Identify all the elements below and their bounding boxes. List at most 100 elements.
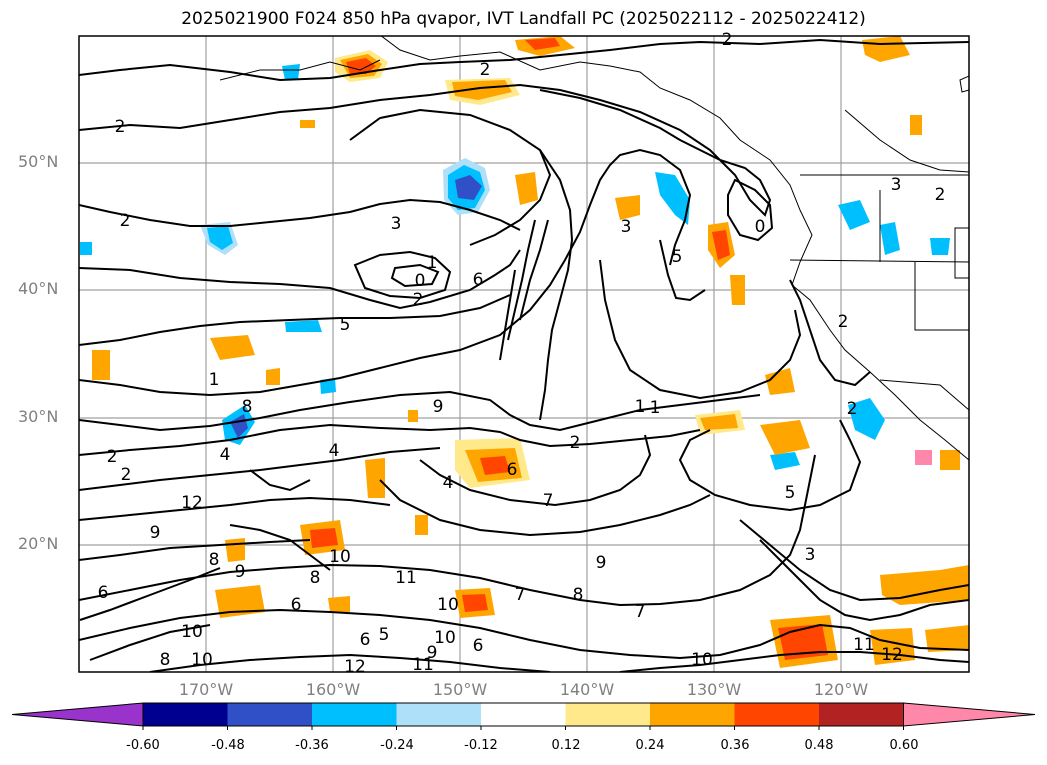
contour-label: 3 bbox=[891, 175, 902, 195]
colorbar bbox=[11, 702, 1036, 730]
contour-label: 6 bbox=[291, 595, 302, 615]
contour-label: 11 bbox=[412, 655, 434, 675]
contour-label: 4 bbox=[443, 473, 454, 493]
contour-label: 5 bbox=[340, 315, 351, 335]
contour-label: 9 bbox=[150, 523, 161, 543]
contour-label: 11 bbox=[853, 635, 875, 655]
lon-label-170w: 170°W bbox=[178, 680, 234, 699]
contour-label: 2 bbox=[120, 211, 131, 231]
colorbar-label: -0.60 bbox=[126, 738, 160, 753]
contour-label: 0 bbox=[755, 217, 766, 237]
contour-label: 6 bbox=[473, 270, 484, 290]
contour-label: 0 bbox=[415, 271, 426, 291]
contour-label: 2 bbox=[121, 465, 132, 485]
lon-label-130w: 130°W bbox=[686, 680, 742, 699]
contour-label: 3 bbox=[805, 545, 816, 565]
contour-label: 7 bbox=[635, 602, 646, 622]
contour-label: 10 bbox=[191, 650, 213, 670]
colorbar-outline bbox=[142, 702, 904, 727]
contour-label: 10 bbox=[437, 595, 459, 615]
colorbar-label: -0.24 bbox=[380, 738, 414, 753]
colorbar-swatch bbox=[565, 703, 651, 726]
contour-label: 12 bbox=[344, 657, 366, 677]
contour-label: 8 bbox=[209, 550, 220, 570]
page-title: 2025021900 F024 850 hPa qvapor, IVT Land… bbox=[181, 9, 866, 29]
lon-label-160w: 160°W bbox=[305, 680, 361, 699]
lat-label-20n: 20°N bbox=[18, 534, 59, 553]
colorbar-label: 0.48 bbox=[804, 738, 834, 753]
negative-shading bbox=[80, 64, 950, 470]
contour-label: 8 bbox=[242, 397, 253, 417]
contour-label: 8 bbox=[310, 568, 321, 588]
lat-label-40n: 40°N bbox=[18, 279, 59, 298]
colorbar-swatch bbox=[650, 703, 735, 726]
colorbar-swatch bbox=[481, 703, 566, 726]
contour-label: 2 bbox=[847, 399, 858, 419]
contour-label: 8 bbox=[573, 585, 584, 605]
colorbar-label: -0.48 bbox=[211, 738, 245, 753]
lon-label-120w: 120°W bbox=[813, 680, 869, 699]
contour-label: 7 bbox=[515, 585, 526, 605]
colorbar-label: 0.60 bbox=[889, 738, 919, 753]
contour-label: 9 bbox=[596, 553, 607, 573]
contour-label: 2 bbox=[935, 185, 946, 205]
contour-label: 10 bbox=[691, 650, 713, 670]
contour-label: 6 bbox=[507, 460, 518, 480]
contour-label: 2 bbox=[413, 290, 424, 310]
contour-label: 9 bbox=[427, 643, 438, 663]
colorbar-swatch bbox=[734, 703, 820, 726]
lon-label-140w: 140°W bbox=[559, 680, 615, 699]
gridlines bbox=[79, 36, 969, 672]
colorbar-label: 0.24 bbox=[635, 738, 665, 753]
contour-label: 12 bbox=[881, 645, 903, 665]
lat-label-30n: 30°N bbox=[18, 407, 59, 426]
colorbar-label: 0.12 bbox=[551, 738, 581, 753]
contour-label: 2 bbox=[838, 312, 849, 332]
colorbar-swatch bbox=[227, 703, 313, 726]
colorbar-swatch bbox=[143, 703, 228, 726]
colorbar-label: -0.36 bbox=[295, 738, 329, 753]
contour-label: 3 bbox=[621, 217, 632, 237]
contour-label: 5 bbox=[672, 247, 683, 267]
contour-label: 11 bbox=[395, 568, 417, 588]
contour-label: 4 bbox=[220, 445, 231, 465]
contour-label: 1 bbox=[635, 397, 646, 417]
contour-label: 3 bbox=[391, 214, 402, 234]
contour-label: 2 bbox=[722, 30, 733, 50]
contour-label: 10 bbox=[329, 547, 351, 567]
contour-lines bbox=[79, 38, 969, 672]
colorbar-label: -0.12 bbox=[464, 738, 498, 753]
contour-label: 2 bbox=[107, 447, 118, 467]
plot-frame bbox=[78, 35, 970, 673]
positive-shading bbox=[92, 36, 969, 668]
contour-label: 6 bbox=[360, 630, 371, 650]
colorbar-extend-low bbox=[11, 702, 144, 727]
contour-label: 9 bbox=[235, 562, 246, 582]
contour-label: 1 bbox=[650, 398, 661, 418]
contour-label: 1 bbox=[427, 253, 438, 273]
contour-label: 5 bbox=[785, 483, 796, 503]
contour-label: 4 bbox=[329, 441, 340, 461]
contour-label: 5 bbox=[379, 625, 390, 645]
colorbar-swatch bbox=[312, 703, 397, 726]
contour-label: 1 bbox=[209, 370, 220, 390]
contour-label: 9 bbox=[433, 397, 444, 417]
contour-label: 12 bbox=[181, 493, 203, 513]
colorbar-extend-high bbox=[903, 702, 1036, 727]
contour-label: 10 bbox=[434, 628, 456, 648]
colorbar-swatch bbox=[396, 703, 482, 726]
colorbar-swatch bbox=[819, 703, 904, 726]
contour-label: 2 bbox=[570, 433, 581, 453]
lon-label-150w: 150°W bbox=[432, 680, 488, 699]
contour-label: 10 bbox=[181, 622, 203, 642]
contour-label: 2 bbox=[115, 117, 126, 137]
contour-label: 6 bbox=[473, 636, 484, 656]
lat-label-50n: 50°N bbox=[18, 152, 59, 171]
coastline bbox=[219, 36, 969, 461]
contour-label: 2 bbox=[480, 60, 491, 80]
contour-label: 6 bbox=[98, 583, 109, 603]
colorbar-label: 0.36 bbox=[720, 738, 750, 753]
contour-label: 7 bbox=[543, 491, 554, 511]
